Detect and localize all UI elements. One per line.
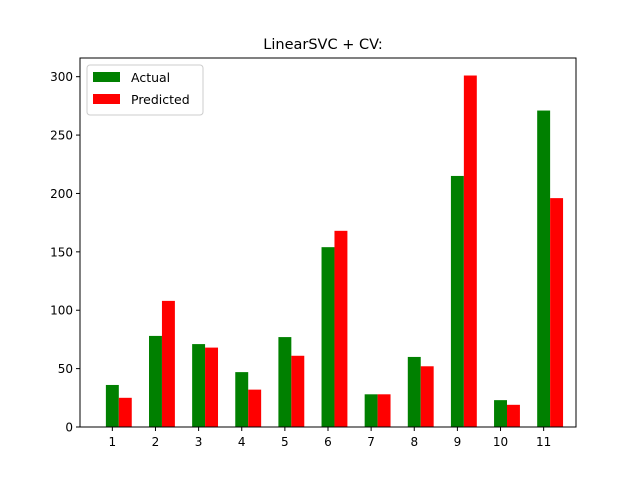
bar-actual-4	[235, 372, 249, 427]
bar-actual-8	[407, 356, 421, 427]
chart-title: LinearSVC + CV:	[263, 37, 382, 53]
bar-predicted-5	[291, 355, 305, 427]
bar-predicted-11	[550, 198, 564, 427]
bar-predicted-2	[161, 300, 175, 427]
x-tick-label: 3	[195, 435, 203, 449]
x-tick-label: 5	[281, 435, 289, 449]
bar-predicted-10	[506, 404, 520, 427]
bar-actual-2	[149, 335, 162, 427]
bar-actual-1	[105, 384, 119, 427]
bar-actual-6	[321, 247, 335, 427]
bar-actual-3	[192, 344, 206, 427]
x-tick-label: 10	[493, 435, 508, 449]
legend-label-actual: Actual	[131, 70, 170, 85]
legend-label-predicted: Predicted	[131, 92, 190, 107]
x-tick-label: 2	[152, 435, 160, 449]
x-tick-label: 8	[410, 435, 418, 449]
legend-swatch-predicted	[93, 94, 120, 104]
bar-predicted-7	[377, 394, 391, 427]
bar-actual-5	[278, 337, 292, 427]
bar-predicted-3	[205, 347, 219, 427]
x-tick-label: 6	[324, 435, 332, 449]
x-tick-label: 1	[109, 435, 117, 449]
x-tick-label: 4	[238, 435, 246, 449]
y-tick-label: 200	[50, 187, 73, 201]
x-tick-label: 9	[454, 435, 462, 449]
bar-predicted-6	[334, 230, 348, 427]
y-tick-label: 100	[50, 304, 73, 318]
x-tick-label: 7	[367, 435, 375, 449]
x-tick-label: 11	[536, 435, 551, 449]
y-tick-label: 50	[58, 362, 73, 376]
bar-actual-11	[537, 110, 551, 427]
bar-predicted-9	[463, 75, 477, 428]
plot-frame	[79, 57, 577, 428]
bar-predicted-8	[420, 366, 434, 427]
bars-group	[105, 75, 564, 428]
y-tick-label: 300	[50, 70, 73, 84]
bar-actual-9	[450, 175, 464, 427]
y-tick-label: 0	[65, 421, 73, 435]
bar-actual-10	[494, 400, 507, 427]
y-axis: 0 50 100 150 200 250 300	[50, 70, 80, 435]
x-axis: 1 2 3 4 5 6 7 8 9 10 11	[109, 427, 551, 449]
bar-predicted-4	[248, 389, 262, 427]
legend: Actual Predicted	[86, 64, 204, 116]
y-tick-label: 250	[50, 129, 73, 143]
bar-actual-7	[364, 394, 378, 427]
legend-swatch-actual	[93, 72, 120, 82]
y-tick-label: 150	[50, 245, 73, 259]
bar-predicted-1	[118, 397, 132, 427]
